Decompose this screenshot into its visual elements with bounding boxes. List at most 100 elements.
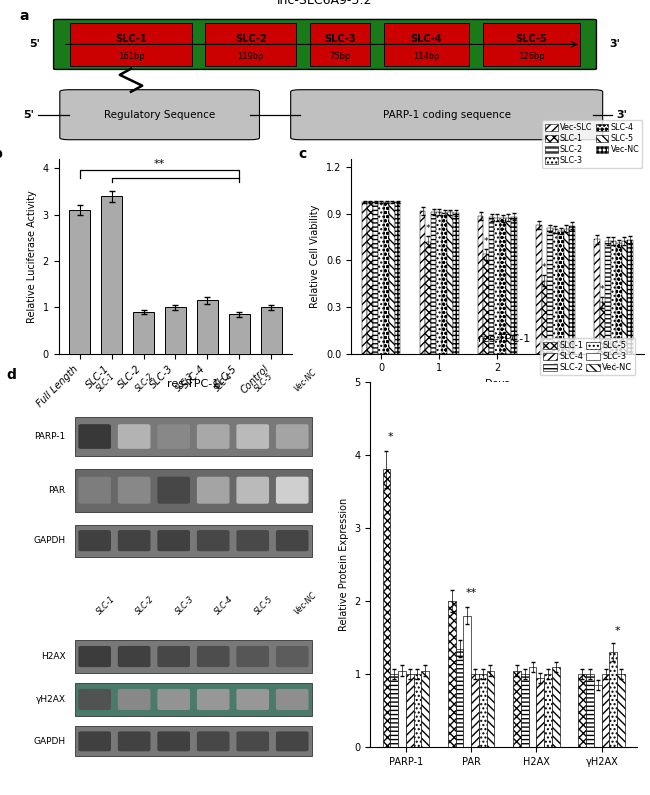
FancyBboxPatch shape xyxy=(291,90,603,140)
FancyBboxPatch shape xyxy=(118,477,151,504)
FancyBboxPatch shape xyxy=(237,689,269,710)
Text: PARP-1 coding sequence: PARP-1 coding sequence xyxy=(383,110,511,120)
Bar xyxy=(616,243,621,354)
FancyBboxPatch shape xyxy=(78,689,111,710)
FancyBboxPatch shape xyxy=(157,731,190,751)
X-axis label: Days: Days xyxy=(485,379,510,389)
Bar xyxy=(594,685,602,747)
FancyBboxPatch shape xyxy=(78,425,111,449)
Text: res-TPC-1: res-TPC-1 xyxy=(167,378,220,389)
Bar xyxy=(495,218,500,354)
Text: 5': 5' xyxy=(23,110,34,120)
Bar xyxy=(489,218,495,354)
Text: **: ** xyxy=(465,588,476,598)
Text: 119bp: 119bp xyxy=(237,52,264,61)
Bar xyxy=(605,241,610,354)
Bar xyxy=(536,225,541,354)
Text: H2AX: H2AX xyxy=(41,652,66,661)
Text: 75bp: 75bp xyxy=(330,52,351,61)
FancyBboxPatch shape xyxy=(276,731,309,751)
FancyBboxPatch shape xyxy=(75,417,312,456)
FancyBboxPatch shape xyxy=(70,23,192,66)
Text: 3': 3' xyxy=(610,40,621,49)
FancyBboxPatch shape xyxy=(157,530,190,551)
FancyBboxPatch shape xyxy=(384,23,469,66)
FancyBboxPatch shape xyxy=(197,530,229,551)
Text: *: * xyxy=(426,224,430,233)
FancyBboxPatch shape xyxy=(237,646,269,667)
Bar xyxy=(391,674,398,747)
Y-axis label: Relative Cell Viability: Relative Cell Viability xyxy=(310,204,320,308)
FancyBboxPatch shape xyxy=(78,646,111,667)
FancyBboxPatch shape xyxy=(118,689,151,710)
FancyBboxPatch shape xyxy=(75,525,312,556)
Text: SLC-5: SLC-5 xyxy=(515,33,547,44)
Text: b: b xyxy=(0,147,3,161)
Y-axis label: Relative Protein Expression: Relative Protein Expression xyxy=(339,498,349,631)
Bar xyxy=(536,678,544,747)
Bar xyxy=(101,196,122,354)
Bar xyxy=(261,308,282,354)
FancyBboxPatch shape xyxy=(483,23,580,66)
Bar xyxy=(478,216,484,354)
Text: res-TPC-1: res-TPC-1 xyxy=(478,334,530,344)
FancyBboxPatch shape xyxy=(118,731,151,751)
Y-axis label: Relative Luciferase Activity: Relative Luciferase Activity xyxy=(27,190,37,323)
Bar xyxy=(479,674,487,747)
Bar xyxy=(395,202,400,354)
Bar xyxy=(362,202,367,354)
Text: *: * xyxy=(542,263,547,272)
FancyBboxPatch shape xyxy=(118,530,151,551)
Bar xyxy=(621,241,627,354)
FancyBboxPatch shape xyxy=(157,689,190,710)
Text: SLC-4: SLC-4 xyxy=(213,595,235,617)
Bar xyxy=(384,202,389,354)
FancyBboxPatch shape xyxy=(60,90,259,140)
Bar xyxy=(133,312,154,354)
FancyBboxPatch shape xyxy=(237,477,269,504)
Text: GAPDH: GAPDH xyxy=(33,536,66,545)
Text: SLC-1: SLC-1 xyxy=(95,595,116,617)
FancyBboxPatch shape xyxy=(157,646,190,667)
Bar xyxy=(197,301,218,354)
Bar xyxy=(552,229,558,354)
Bar xyxy=(442,212,447,354)
Bar xyxy=(398,670,406,747)
Bar xyxy=(586,674,594,747)
Bar xyxy=(406,674,413,747)
FancyBboxPatch shape xyxy=(237,530,269,551)
Bar xyxy=(421,670,429,747)
FancyBboxPatch shape xyxy=(78,731,111,751)
Text: SLC-1: SLC-1 xyxy=(115,33,147,44)
Text: 3': 3' xyxy=(616,110,627,120)
Text: PAR: PAR xyxy=(48,486,66,494)
FancyBboxPatch shape xyxy=(78,530,111,551)
Text: SLC-3: SLC-3 xyxy=(324,33,356,44)
Text: *: * xyxy=(614,626,620,636)
Bar xyxy=(610,241,616,354)
FancyBboxPatch shape xyxy=(197,477,229,504)
Bar xyxy=(436,212,442,354)
Text: *: * xyxy=(484,237,488,246)
Bar xyxy=(413,674,421,747)
FancyBboxPatch shape xyxy=(197,425,229,449)
FancyBboxPatch shape xyxy=(276,646,309,667)
FancyBboxPatch shape xyxy=(197,689,229,710)
FancyBboxPatch shape xyxy=(276,689,309,710)
FancyBboxPatch shape xyxy=(75,727,312,756)
Text: *: * xyxy=(387,432,393,442)
Bar xyxy=(627,240,632,354)
FancyBboxPatch shape xyxy=(237,731,269,751)
Text: Vec-NC: Vec-NC xyxy=(292,368,318,394)
Bar xyxy=(506,218,511,354)
Text: SLC-2: SLC-2 xyxy=(134,595,156,617)
Bar xyxy=(514,670,521,747)
FancyBboxPatch shape xyxy=(75,641,312,673)
Bar xyxy=(578,674,586,747)
Bar xyxy=(528,667,536,747)
Legend: Vec-SLC, SLC-1, SLC-2, SLC-3, SLC-4, SLC-5, Vec-NC: Vec-SLC, SLC-1, SLC-2, SLC-3, SLC-4, SLC… xyxy=(542,120,642,168)
FancyBboxPatch shape xyxy=(157,477,190,504)
Text: SLC-3: SLC-3 xyxy=(174,371,196,394)
Bar xyxy=(541,281,547,354)
Text: γH2AX: γH2AX xyxy=(36,695,66,704)
